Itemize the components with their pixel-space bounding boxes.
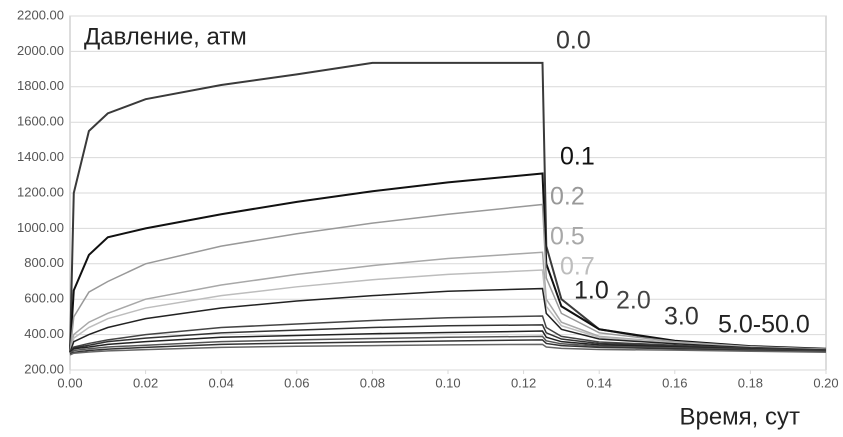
x-tick-label: 0.02: [133, 375, 158, 390]
series-line: [69, 324, 827, 353]
x-tick-label: 0.18: [738, 375, 763, 390]
series-line: [69, 343, 827, 356]
series-label: 0.7: [560, 253, 595, 281]
series-line: [69, 339, 827, 355]
series-label: 0.5: [550, 223, 585, 251]
x-axis-label: Время, сут: [679, 403, 800, 430]
x-tick-label: 0.12: [511, 375, 536, 390]
series-line: [69, 335, 827, 354]
y-tick-label: 1800.00: [17, 78, 64, 93]
y-tick-label: 400.00: [24, 326, 64, 341]
y-tick-label: 2200.00: [17, 7, 64, 22]
y-tick-label: 1200.00: [17, 184, 64, 199]
series-label: 5.0-50.0: [718, 311, 810, 339]
series-line: [69, 287, 827, 353]
x-tick-label: 0.08: [360, 375, 385, 390]
x-tick-label: 0.00: [57, 375, 82, 390]
x-tick-label: 0.20: [813, 375, 838, 390]
series-line: [69, 269, 827, 353]
series-line: [69, 172, 827, 353]
y-tick-label: 1400.00: [17, 149, 64, 164]
chart-title: Давление, атм: [84, 23, 247, 50]
series-line: [69, 203, 827, 353]
y-tick-label: 600.00: [24, 291, 64, 306]
y-tick-label: 2000.00: [17, 43, 64, 58]
y-tick-label: 1000.00: [17, 220, 64, 235]
series-label: 3.0: [664, 303, 699, 331]
x-tick-label: 0.06: [284, 375, 309, 390]
series-label: 2.0: [616, 287, 651, 315]
x-tick-label: 0.16: [662, 375, 687, 390]
series-line: [69, 61, 827, 353]
y-tick-label: 200.00: [24, 361, 64, 376]
series-label: 0.1: [560, 143, 595, 171]
y-tick-label: 1600.00: [17, 114, 64, 129]
y-tick-label: 800.00: [24, 255, 64, 270]
series-label: 0.2: [550, 183, 585, 211]
x-tick-label: 0.04: [209, 375, 234, 390]
series-line: [69, 315, 827, 353]
series-label: 1.0: [574, 277, 609, 305]
series-line: [69, 330, 827, 353]
x-tick-label: 0.14: [587, 375, 612, 390]
series-label: 0.0: [556, 27, 591, 55]
x-tick-label: 0.10: [435, 375, 460, 390]
